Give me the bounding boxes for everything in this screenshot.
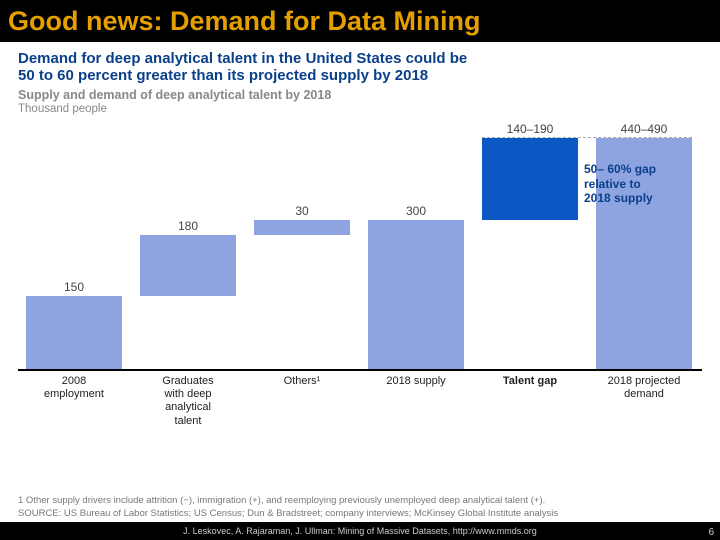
- bar-label-talent_gap: 140–190: [482, 122, 578, 136]
- xlabel-2008_employment: 2008employment: [18, 375, 130, 425]
- headline-line2: 50 to 60 percent greater than its projec…: [18, 67, 702, 84]
- bar-others: 30: [254, 220, 350, 235]
- headline-line1: Demand for deep analytical talent in the…: [18, 50, 702, 67]
- chart-area: 15018030300140–190440–490 2008employment…: [18, 125, 702, 425]
- footnotes: 1 Other supply drivers include attrition…: [18, 495, 702, 520]
- gap-line1: 50– 60% gap: [584, 162, 656, 176]
- bar-2018_supply: 300: [368, 220, 464, 371]
- bar-2008_employment: 150: [26, 296, 122, 371]
- footer-credit: J. Leskovec, A. Rajaraman, J. Ullman: Mi…: [0, 522, 720, 540]
- bar-label-2018_demand: 440–490: [596, 122, 692, 136]
- bar-talent_gap: 140–190: [482, 138, 578, 221]
- footnote-source: SOURCE: US Bureau of Labor Statistics; U…: [18, 508, 702, 520]
- subtitle-line1: Supply and demand of deep analytical tal…: [18, 88, 702, 102]
- gap-line3: 2018 supply: [584, 191, 656, 205]
- xlabel-talent_gap: Talent gap: [474, 375, 586, 425]
- title-bar: Good news: Demand for Data Mining: [0, 0, 720, 42]
- footer-bar: J. Leskovec, A. Rajaraman, J. Ullman: Mi…: [0, 522, 720, 540]
- xlabel-others: Others¹: [246, 375, 358, 425]
- xlabel-2018_demand: 2018 projecteddemand: [588, 375, 700, 425]
- slide-title: Good news: Demand for Data Mining: [8, 6, 481, 37]
- gap-line2: relative to: [584, 177, 656, 191]
- subtitle-line2: Thousand people: [18, 103, 702, 115]
- xlabel-2018_supply: 2018 supply: [360, 375, 472, 425]
- bar-label-2008_employment: 150: [26, 280, 122, 294]
- dash-top-gap: [482, 137, 692, 138]
- gap-annotation: 50– 60% gap relative to 2018 supply: [584, 162, 656, 205]
- page-number: 6: [708, 527, 714, 538]
- bar-label-graduates: 180: [140, 219, 236, 233]
- bar-label-others: 30: [254, 204, 350, 218]
- chart-subtitle: Supply and demand of deep analytical tal…: [0, 84, 720, 115]
- x-axis: [18, 369, 702, 371]
- chart-headline: Demand for deep analytical talent in the…: [0, 42, 720, 84]
- xlabel-graduates: Graduateswith deepanalyticaltalent: [132, 375, 244, 425]
- slide: Good news: Demand for Data Mining Demand…: [0, 0, 720, 540]
- footnote-1: 1 Other supply drivers include attrition…: [18, 495, 702, 507]
- bar-label-2018_supply: 300: [368, 204, 464, 218]
- bar-graduates: 180: [140, 235, 236, 295]
